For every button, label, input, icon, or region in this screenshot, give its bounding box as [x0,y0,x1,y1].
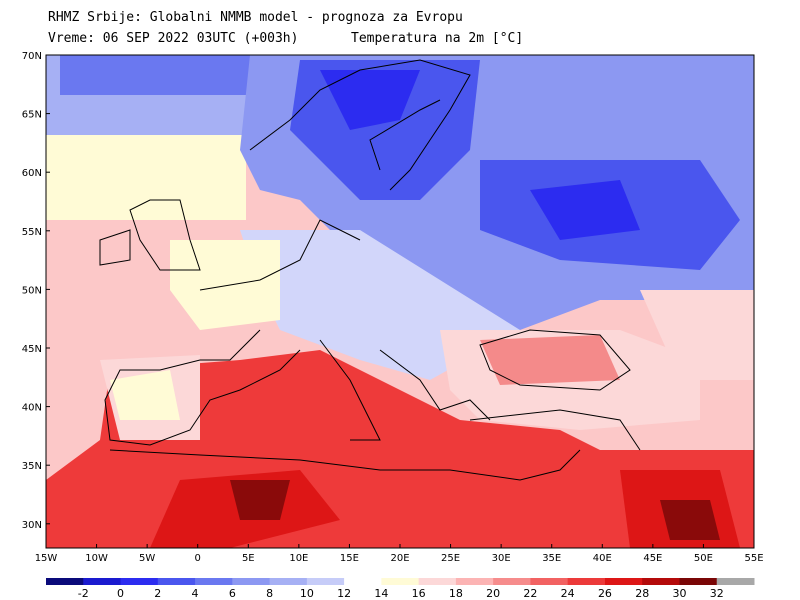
colorbar-label: 30 [672,587,686,600]
colorbar-swatch [157,578,196,585]
lon-label: 55E [744,553,763,564]
colorbar-label: 22 [523,587,537,600]
lon-label: 50E [694,553,713,564]
lon-label: 0 [195,553,201,564]
lat-label: 45N [22,344,42,355]
colorbar-swatch [120,578,159,585]
colorbar-label: 14 [374,587,388,600]
colorbar-label: 0 [117,587,124,600]
colorbar-swatch [679,578,718,585]
colorbar: -2 0 2 4 6 8 10 12 14 16 18 20 22 24 26 28 30 32 [46,578,755,600]
lon-label: 30E [492,553,511,564]
colorbar-swatch [344,578,382,585]
variable-name: Temperatura na 2m [°C] [351,31,524,46]
colorbar-swatch [46,578,84,585]
map-field [46,55,754,548]
colorbar-swatch [716,578,755,585]
lat-label: 60N [22,168,42,179]
colorbar-label: 2 [154,587,161,600]
lon-label: 20E [390,553,409,564]
colorbar-swatch [567,578,606,585]
field-iberia-inland [110,370,180,420]
longitude-axis: 15W 10W 5W 0 5E 10E 15E 20E 25E 30E 35E 40E 45E 50E 55… [35,544,764,564]
colorbar-label: 24 [561,587,575,600]
lon-label: 15E [340,553,359,564]
colorbar-swatch [306,578,345,585]
lon-label: 40E [593,553,612,564]
lat-label: 70N [22,51,42,62]
colorbar-swatch [530,578,569,585]
colorbar-swatch [269,578,308,585]
map-title: RHMZ Srbije: Globalni NMMB model - progn… [48,10,463,25]
colorbar-swatch [195,578,233,585]
lon-label: 5W [139,553,155,564]
colorbar-label: 8 [266,587,273,600]
field-russia-colder [530,180,640,240]
field-caspian [640,290,754,380]
lon-label: 45E [643,553,662,564]
colorbar-label: 16 [412,587,426,600]
colorbar-label: 4 [192,587,199,600]
lat-label: 50N [22,285,42,296]
field-black-sea [480,335,620,385]
colorbar-swatch [381,578,420,585]
coastlines [99,59,641,481]
latitude-axis: 70N 65N 60N 55N 50N 45N 40N 35N 30N [22,51,50,531]
colorbar-swatch [642,578,680,585]
lon-label: 25E [441,553,460,564]
lon-label: 10E [289,553,308,564]
lat-label: 55N [22,227,42,238]
field-iraq-extreme [660,500,720,540]
colorbar-swatch [455,578,494,585]
lat-label: 30N [22,520,42,531]
field-atlantic-neutral [46,130,246,220]
lat-label: 40N [22,403,42,414]
colorbar-swatch [418,578,457,585]
colorbar-swatch [232,578,271,585]
colorbar-label: 6 [229,587,236,600]
colorbar-label: 20 [486,587,500,600]
lon-label: 10W [85,553,108,564]
colorbar-label: 18 [449,587,463,600]
lon-label: 35E [542,553,561,564]
colorbar-label: 28 [635,587,649,600]
lat-label: 65N [22,110,42,121]
field-sahara-extreme [230,480,290,520]
field-north-cool [60,55,280,95]
lat-label: 35N [22,461,42,472]
colorbar-swatch [493,578,531,585]
forecast-time: Vreme: 06 SEP 2022 03UTC (+003h) [48,31,299,46]
colorbar-swatch [83,578,122,585]
lon-label: 15W [35,553,58,564]
colorbar-label: 10 [300,587,314,600]
colorbar-swatch [604,578,643,585]
lon-label: 5E [242,553,255,564]
field-norway-cold [320,70,420,130]
colorbar-label: 12 [337,587,351,600]
colorbar-label: -2 [78,587,89,600]
colorbar-label: 32 [710,587,724,600]
colorbar-label: 26 [598,587,612,600]
